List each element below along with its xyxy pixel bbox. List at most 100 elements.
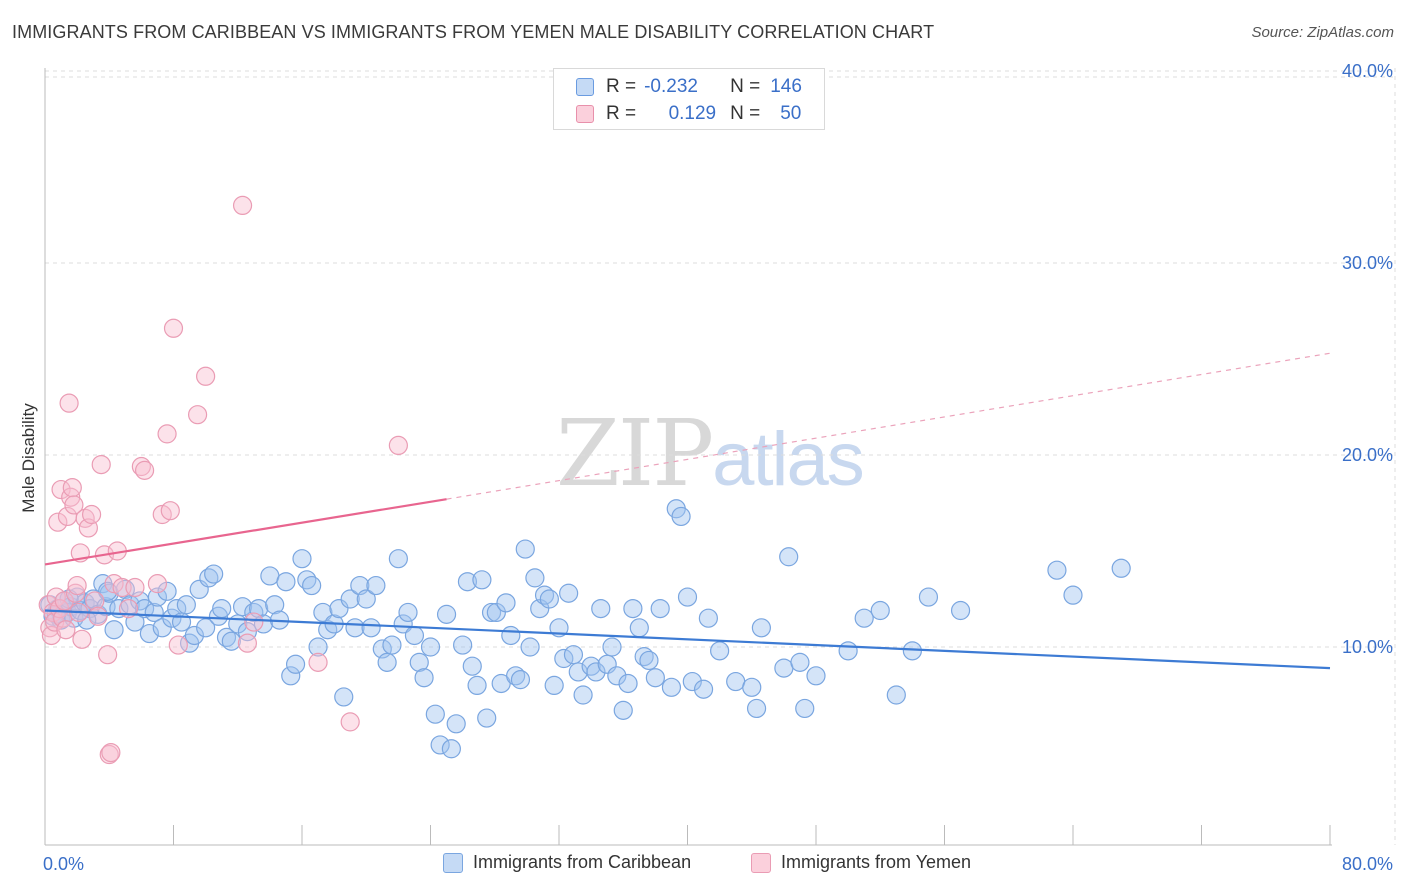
data-point-caribbean [176, 595, 196, 615]
data-point-yemen [147, 574, 168, 594]
legend-swatch-caribbean [443, 852, 463, 873]
data-point-caribbean [774, 658, 794, 678]
data-point-yemen [134, 460, 155, 480]
data-point-caribbean [650, 598, 670, 619]
data-point-yemen [91, 455, 111, 475]
data-point-caribbean [334, 687, 354, 707]
legend-item-yemen[interactable]: Immigrants from Yemen [751, 852, 971, 873]
data-point-yemen [72, 629, 92, 649]
data-point-caribbean [751, 618, 771, 638]
data-point-caribbean [147, 587, 168, 607]
legend-label-yemen: Immigrants from Yemen [781, 852, 972, 872]
watermark-atlas: atlas [712, 417, 865, 502]
data-point-caribbean [134, 598, 155, 619]
data-point-caribbean [618, 673, 638, 694]
data-point-caribbean [501, 625, 521, 646]
data-point-caribbean [221, 631, 241, 651]
data-point-caribbean [462, 656, 482, 676]
data-point-caribbean [425, 704, 445, 724]
data-point-caribbean [645, 668, 665, 688]
data-point-yemen [88, 606, 108, 626]
data-point-caribbean [607, 666, 627, 686]
data-point-caribbean [838, 641, 858, 661]
data-point-caribbean [1063, 585, 1083, 605]
data-point-caribbean [366, 575, 386, 596]
tick-labels: 10.0% 20.0% 30.0% 40.0% 0.0% 80.0% [43, 61, 1393, 874]
data-point-caribbean [409, 652, 429, 672]
data-point-caribbean [559, 583, 579, 603]
data-point-caribbean [398, 602, 418, 623]
data-point-yemen [65, 583, 86, 603]
axes [44, 68, 1332, 846]
caribbean-n-label: N = [730, 76, 761, 97]
legend-label-caribbean: Immigrants from Caribbean [473, 852, 692, 872]
x-tick-label: 0.0% [43, 854, 84, 874]
data-point-caribbean [486, 602, 506, 623]
data-point-caribbean [436, 604, 457, 624]
data-point-caribbean [260, 566, 280, 586]
data-point-yemen [101, 742, 121, 763]
data-point-yemen [125, 577, 145, 598]
data-point-yemen [237, 633, 257, 653]
data-point-caribbean [586, 662, 606, 682]
data-point-caribbean [276, 572, 296, 592]
data-point-caribbean [457, 572, 478, 592]
data-point-yemen [196, 366, 216, 386]
data-point-caribbean [520, 637, 540, 657]
data-point-yemen [56, 620, 76, 640]
data-point-caribbean [795, 698, 815, 719]
data-point-caribbean [693, 679, 714, 699]
legend: Immigrants from Caribbean Immigrants fro… [0, 850, 1406, 880]
data-point-caribbean [682, 671, 702, 692]
data-point-caribbean [292, 549, 312, 569]
y-axis-label: Male Disability [19, 403, 38, 513]
yemen-r-value: 0.129 [668, 103, 717, 124]
data-point-caribbean [204, 564, 224, 584]
data-point-caribbean [779, 547, 799, 567]
data-point-caribbean [441, 739, 461, 759]
data-point-caribbean [746, 698, 767, 719]
y-tick-label: 10.0% [1342, 637, 1393, 657]
data-point-yemen [388, 435, 408, 455]
data-point-caribbean [208, 606, 229, 626]
data-point-yemen [48, 512, 68, 532]
data-point-yemen [85, 591, 105, 611]
data-point-caribbean [420, 637, 441, 657]
legend-item-caribbean[interactable]: Immigrants from Caribbean [443, 852, 691, 873]
x-tick-label: 80.0% [1342, 854, 1393, 874]
data-point-caribbean [554, 648, 574, 669]
data-point-caribbean [157, 581, 177, 601]
data-point-caribbean [698, 608, 718, 628]
data-point-caribbean [98, 581, 118, 601]
yemen-n-value: 50 [780, 103, 802, 124]
data-point-caribbean [414, 668, 434, 688]
yemen-n-label: N = [730, 103, 761, 124]
data-point-caribbean [902, 641, 922, 661]
data-point-caribbean [539, 589, 559, 609]
data-point-caribbean [671, 506, 691, 527]
data-point-yemen [59, 393, 79, 413]
data-point-caribbean [481, 602, 502, 623]
data-point-caribbean [382, 635, 402, 655]
data-point-yemen [64, 495, 84, 515]
data-point-caribbean [77, 610, 97, 630]
data-point-caribbean [639, 650, 659, 671]
data-point-caribbean [710, 641, 730, 661]
trend-line-yemen [44, 498, 447, 566]
data-point-caribbean [726, 671, 746, 692]
data-point-caribbean [162, 608, 182, 628]
trend-line-yemen-extension [446, 352, 1331, 500]
caribbean-swatch [576, 78, 594, 96]
data-point-yemen [67, 575, 87, 596]
data-point-caribbean [446, 714, 466, 734]
data-point-caribbean [356, 589, 376, 609]
source-label: Source: ZipAtlas.com [1251, 24, 1394, 41]
data-point-caribbean [677, 587, 698, 607]
data-point-yemen [163, 318, 184, 338]
data-point-caribbean [742, 677, 762, 697]
data-point-caribbean [477, 708, 497, 728]
trend-lines [44, 352, 1331, 670]
data-point-caribbean [265, 595, 285, 615]
data-point-caribbean [430, 735, 450, 755]
